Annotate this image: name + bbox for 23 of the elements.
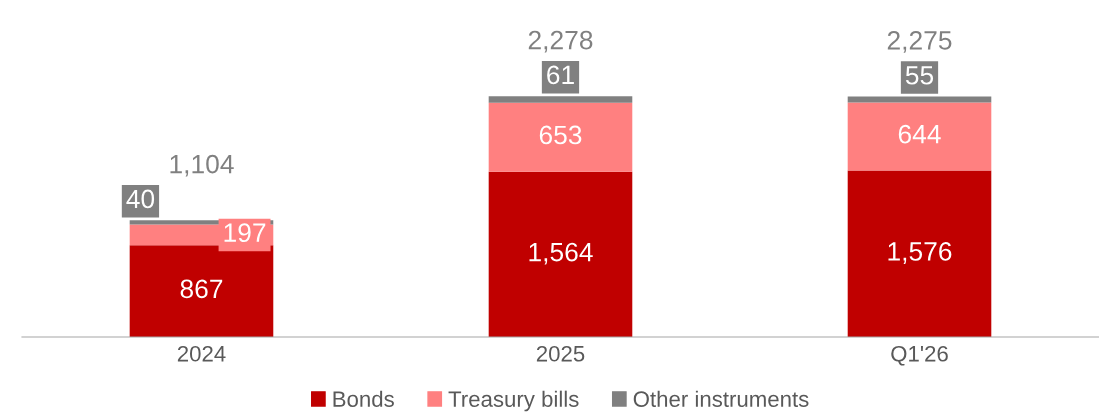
data-label: 197 bbox=[224, 223, 266, 243]
x-tick-label: 2025 bbox=[536, 345, 585, 362]
x-tick-label: 2024 bbox=[177, 345, 226, 362]
bar bbox=[847, 170, 992, 337]
data-label: 1,564 bbox=[529, 242, 593, 265]
data-label: 653 bbox=[539, 125, 582, 145]
data-label: 867 bbox=[180, 279, 223, 299]
data-label: 61 bbox=[547, 65, 574, 85]
legend-label: Treasury bills bbox=[448, 390, 579, 412]
data-label: 55 bbox=[905, 66, 934, 85]
total-label: 2,278 bbox=[528, 30, 593, 53]
total-label: 1,104 bbox=[170, 154, 234, 177]
data-label: 1,576 bbox=[888, 242, 952, 264]
data-label: 644 bbox=[898, 124, 941, 144]
bar bbox=[129, 245, 274, 337]
data-label: 40 bbox=[126, 189, 155, 209]
bar bbox=[488, 171, 633, 337]
x-tick-label: Q1'26 bbox=[891, 345, 948, 366]
legend-label: Other instruments bbox=[633, 390, 809, 407]
bar bbox=[847, 102, 992, 171]
bar bbox=[488, 102, 633, 172]
legend-label: Bonds bbox=[333, 390, 394, 407]
total-label: 2,275 bbox=[887, 31, 952, 53]
